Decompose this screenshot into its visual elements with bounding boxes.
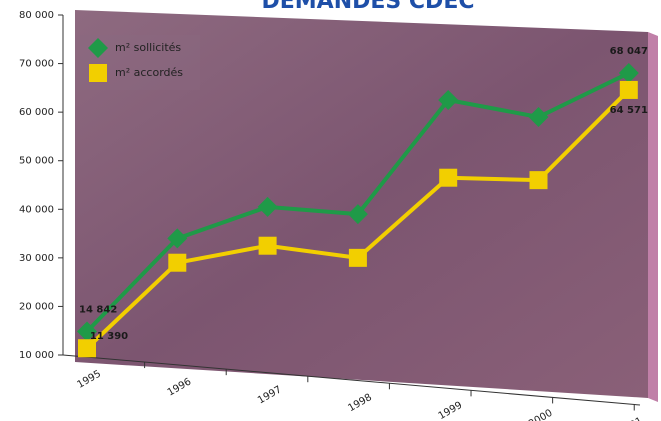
data-point — [168, 254, 186, 272]
y-tick-label: 20 000 — [19, 301, 54, 312]
legend-label: m² sollicités — [115, 41, 181, 54]
data-point — [439, 169, 457, 187]
x-tick-label: 1999 — [437, 400, 465, 421]
legend-marker — [89, 64, 107, 82]
chart: DEMANDES CDEC 10 000 20 000 30 000 40 000 50… — [0, 0, 661, 421]
y-tick-label: 50 000 — [19, 156, 54, 167]
board-edge — [648, 32, 658, 402]
x-tick-label: 1997 — [256, 384, 284, 406]
data-label: 64 571 — [610, 105, 648, 116]
data-point — [530, 171, 548, 189]
data-point — [349, 249, 367, 267]
y-tick-label: 30 000 — [19, 253, 54, 264]
legend-label: m² accordés — [115, 66, 183, 79]
y-tick-label: 40 000 — [19, 204, 54, 215]
x-tick-label: 1995 — [75, 369, 103, 391]
data-label: 68 047 — [610, 46, 648, 57]
data-label: 14 842 — [79, 304, 117, 315]
y-tick-label: 10 000 — [19, 350, 54, 361]
y-tick-label: 80 000 — [19, 10, 54, 21]
data-point — [620, 81, 638, 99]
y-tick-label: 60 000 — [19, 107, 54, 118]
data-label: 11 390 — [90, 331, 128, 342]
x-tick-label: 1998 — [346, 392, 374, 414]
x-tick-label: 2000 — [527, 408, 555, 421]
page: {"chart_data": {"type": "line", "title":… — [0, 0, 661, 421]
y-tick-label: 70 000 — [19, 59, 54, 70]
x-tick-label: 2001 — [617, 416, 645, 421]
data-point — [259, 237, 277, 255]
x-tick-label: 1996 — [166, 376, 194, 398]
chart-title: DEMANDES CDEC — [262, 0, 475, 14]
